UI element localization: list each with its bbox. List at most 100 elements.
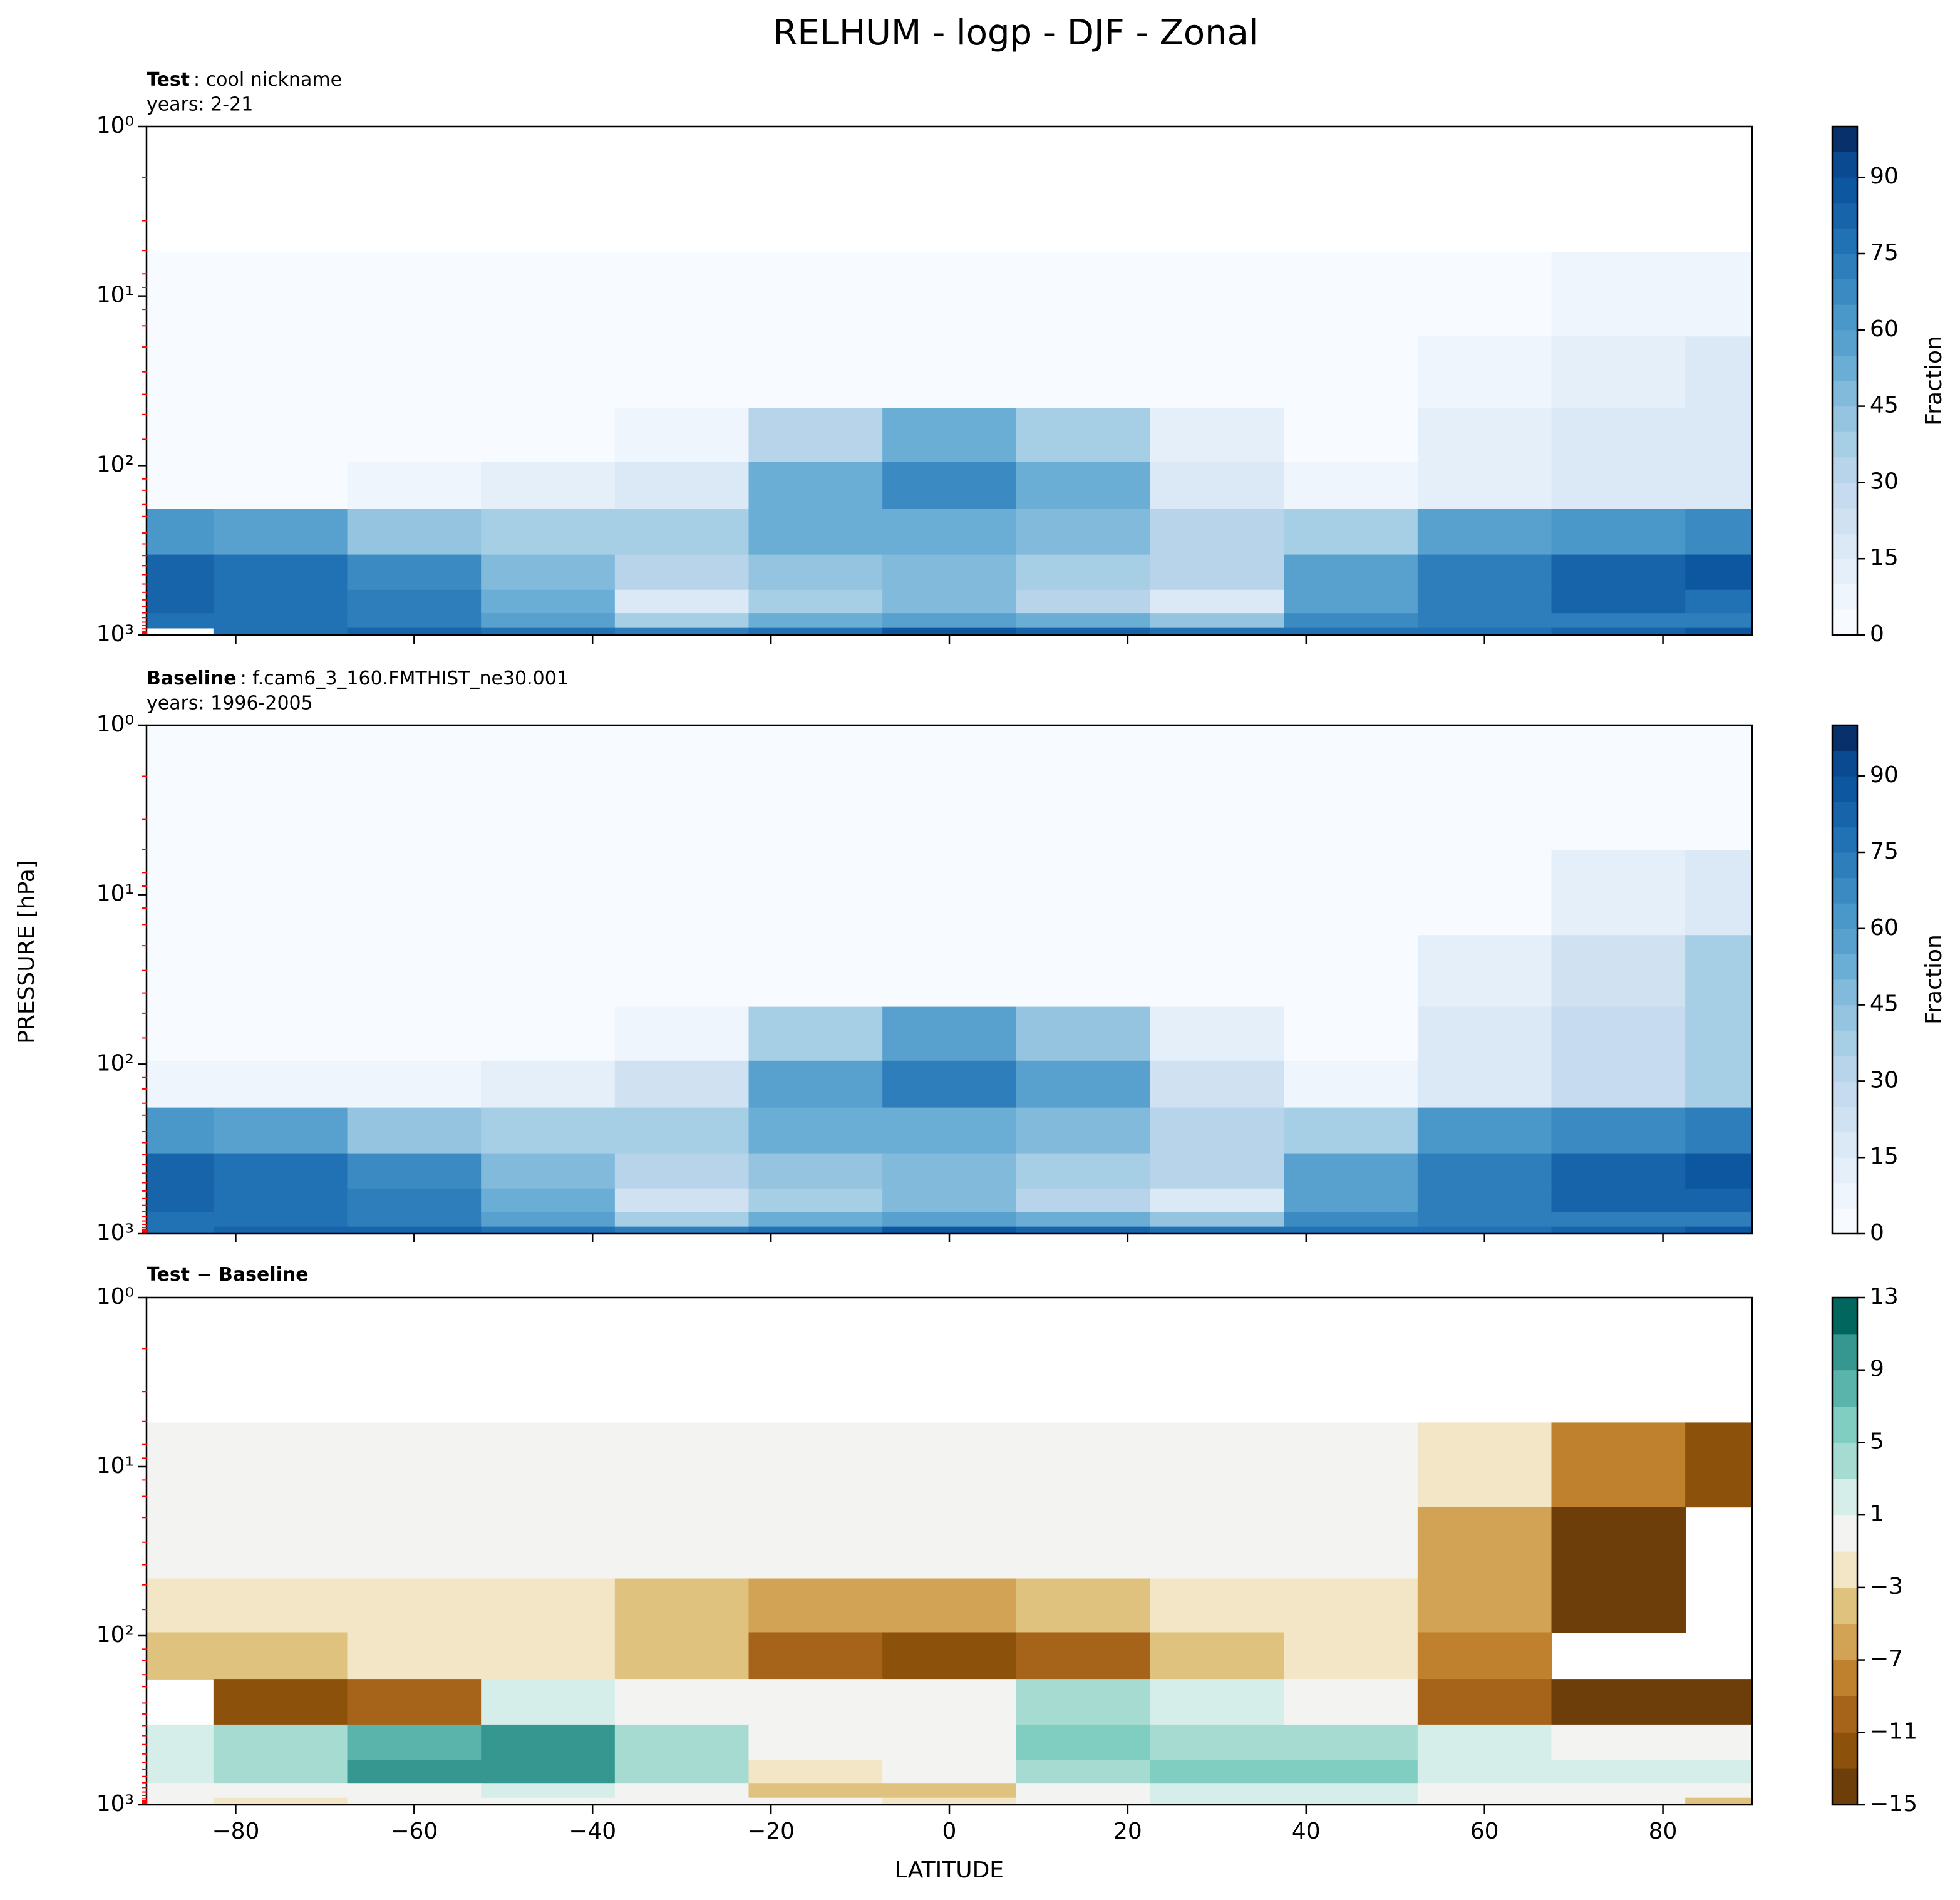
colorbar-tick-label: 1 (1870, 1501, 1884, 1527)
contour-cell (147, 613, 214, 629)
contour-cell (748, 627, 883, 636)
contour-cell (481, 1107, 616, 1154)
contour-cell (1551, 1679, 1686, 1725)
contour-cell (882, 613, 1017, 629)
colorbar-segment (1832, 202, 1857, 229)
colorbar-segment (1832, 1298, 1857, 1335)
contour-cell (1016, 850, 1151, 936)
panel-title-rest: : f.cam6_3_160.FMTHIST_ne30.001 (240, 668, 569, 689)
contour-cell (614, 1422, 750, 1508)
contour-cell (882, 1422, 1017, 1508)
contour-cell (1417, 1107, 1552, 1154)
y-tick-label: 10⁰ (96, 711, 134, 737)
contour-cell (748, 1422, 883, 1508)
contour-cell (1417, 850, 1552, 936)
x-tick-label: −60 (390, 1819, 438, 1844)
contour-cell (481, 1632, 616, 1680)
contour-cell (748, 1783, 883, 1799)
contour-cell (614, 554, 750, 591)
contour-cell (1150, 1006, 1284, 1061)
colorbar-tick-label: 60 (1870, 316, 1899, 342)
contour-cell (347, 850, 482, 936)
contour-cell (1016, 1797, 1151, 1805)
contour-cell (1551, 935, 1686, 1008)
y-tick-label: 10² (96, 1622, 134, 1648)
contour-cell (1284, 1226, 1418, 1234)
contour-cell (347, 408, 482, 463)
contour-cell (347, 589, 482, 614)
colorbar-segment (1832, 381, 1857, 407)
y-tick-label: 10¹ (96, 1453, 134, 1479)
contour-cell (1685, 1107, 1753, 1154)
contour-cell (882, 1107, 1017, 1154)
colorbar-segment (1832, 928, 1857, 954)
contour-cell (1016, 1578, 1151, 1633)
contour-cell (1417, 408, 1552, 463)
contour-cell (1016, 1153, 1151, 1189)
contour-cell (213, 1797, 348, 1805)
contour-cell (347, 1226, 482, 1234)
contour-cell (1284, 1006, 1418, 1061)
contour-cell (481, 1188, 616, 1212)
colorbar-segment (1832, 1107, 1857, 1133)
panel-title-bold: Test − Baseline (147, 1264, 309, 1286)
colorbar-segment (1832, 355, 1857, 381)
contour-cell (1417, 1060, 1552, 1108)
contour-cell (1016, 1422, 1151, 1508)
colorbar-tick-label: −11 (1870, 1718, 1917, 1744)
contour-cell (1417, 1006, 1552, 1061)
contour-cell (1016, 725, 1151, 851)
contour-cell (748, 1679, 883, 1725)
contour-cell (213, 850, 348, 936)
contour-cell (147, 1060, 214, 1108)
contour-cell (748, 509, 883, 555)
contour-cell (481, 1759, 616, 1784)
contour-cell (614, 1153, 750, 1189)
colorbar-tick-label: 75 (1870, 839, 1899, 864)
contour-cell (147, 589, 214, 614)
contour-cell (1150, 589, 1284, 614)
contour-cell (481, 613, 616, 629)
colorbar-segment (1832, 725, 1857, 751)
contour-cell (1551, 1797, 1686, 1805)
contour-cell (481, 725, 616, 851)
contour-cell (1685, 336, 1753, 409)
contour-cell (481, 627, 616, 636)
contour-cell (347, 1006, 482, 1061)
contour-cell (748, 1632, 883, 1680)
colorbar-segment (1832, 1081, 1857, 1107)
contour-cell (1284, 627, 1418, 636)
y-tick-label: 10¹ (96, 881, 134, 907)
contour-cell (748, 554, 883, 591)
contour-cell (481, 554, 616, 591)
contour-cell (1150, 251, 1284, 338)
contour-cell (614, 1759, 750, 1784)
contour-cell (882, 1226, 1017, 1234)
contour-cell (882, 408, 1017, 463)
contour-cell (1685, 1188, 1753, 1212)
contour-cell (614, 462, 750, 510)
contour-cell (882, 1060, 1017, 1108)
contour-cell (347, 1422, 482, 1508)
colorbar-segment (1832, 508, 1857, 534)
contour-cell (1417, 251, 1552, 338)
contour-cell (1150, 1107, 1284, 1154)
contour-cell (748, 462, 883, 510)
contour-cell (882, 462, 1017, 510)
colorbar-segment (1832, 1732, 1857, 1769)
contour-cell (614, 589, 750, 614)
contour-cell (1150, 1783, 1284, 1799)
contour-cell (213, 627, 348, 636)
panel-title-bold: Baseline (147, 668, 237, 689)
y-tick-label: 10² (96, 1050, 134, 1076)
contour-cell (147, 509, 214, 555)
panel-title-rest: : cool nickname (193, 69, 342, 91)
contour-cell (1016, 1632, 1151, 1680)
contour-cell (1150, 408, 1284, 463)
contour-cell (1016, 408, 1151, 463)
contour-cell (347, 1759, 482, 1784)
contour-cell (614, 1679, 750, 1725)
y-tick-label: 10² (96, 452, 134, 477)
contour-cell (1150, 1759, 1284, 1784)
contour-cell (1284, 1188, 1418, 1212)
